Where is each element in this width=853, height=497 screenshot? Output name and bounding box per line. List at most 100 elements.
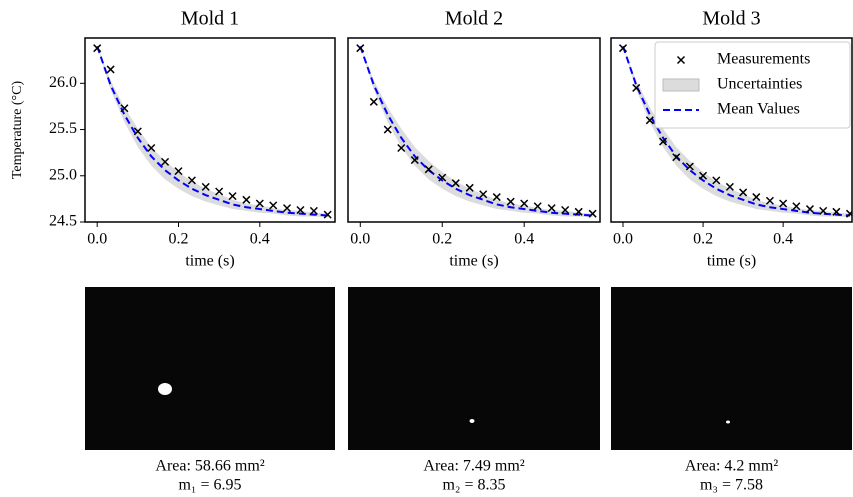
measurement-marker <box>752 193 761 202</box>
measurement-marker <box>215 187 224 196</box>
measurement-marker <box>533 202 542 211</box>
measurement-marker <box>283 204 292 213</box>
measurement-marker <box>369 97 378 106</box>
measurement-marker <box>547 204 556 213</box>
mold-image <box>611 287 852 450</box>
image-mass-caption: m₁ = 6.95 <box>178 477 241 494</box>
measurement-marker <box>699 171 708 180</box>
legend-label: Uncertainties <box>717 76 802 93</box>
x-tick-label: 0.4 <box>514 231 534 248</box>
measurement-marker <box>574 207 583 216</box>
y-tick-label: 26.0 <box>49 74 77 91</box>
measurement-marker <box>451 179 460 188</box>
mold-spot <box>158 383 172 395</box>
plot-area <box>618 44 852 218</box>
mold-spot <box>726 420 730 424</box>
x-tick-label: 0.0 <box>87 231 107 248</box>
measurement-marker <box>93 44 102 53</box>
mean-line <box>96 45 328 217</box>
measurement-marker <box>588 209 597 218</box>
measurement-marker <box>242 195 251 204</box>
measurement-marker <box>465 183 474 192</box>
mold-image <box>348 287 600 450</box>
measurement-marker <box>323 210 332 219</box>
y-tick-label: 24.5 <box>49 213 77 230</box>
legend-patch <box>662 78 700 92</box>
chart-title: Mold 3 <box>702 8 760 30</box>
y-tick-label: 25.5 <box>49 120 77 137</box>
measurement-marker <box>492 193 501 202</box>
legend-label: Mean Values <box>717 101 800 118</box>
measurement-marker <box>805 205 814 214</box>
x-tick-label: 0.4 <box>250 231 270 248</box>
mold-image <box>85 287 335 450</box>
chart-title: Mold 1 <box>181 8 239 30</box>
mean-line <box>359 45 593 217</box>
measurement-marker <box>438 173 447 182</box>
plot-area <box>356 44 597 218</box>
measurement-marker <box>201 182 210 191</box>
measurement-marker <box>725 182 734 191</box>
measurement-marker <box>255 199 264 208</box>
measurement-marker <box>174 167 183 176</box>
measurement-marker <box>356 44 365 53</box>
x-axis-label: time (s) <box>185 253 234 270</box>
measurement-marker <box>147 143 156 153</box>
measurement-marker <box>133 127 142 136</box>
measurement-marker <box>779 199 788 208</box>
measurement-marker <box>561 205 570 215</box>
measurement-marker <box>269 201 278 210</box>
image-area-caption: Area: 4.2 mm² <box>685 458 778 475</box>
measurement-marker <box>410 156 419 165</box>
image-area-caption: Area: 7.49 mm² <box>423 458 524 475</box>
measurement-marker <box>832 207 841 216</box>
measurement-marker <box>296 205 305 215</box>
measurement-marker <box>520 199 529 208</box>
measurement-marker <box>383 125 392 134</box>
measurement-marker <box>672 153 681 162</box>
x-tick-label: 0.2 <box>432 231 452 248</box>
measurement-marker <box>424 165 433 174</box>
measurement-marker <box>228 192 237 201</box>
x-tick-label: 0.2 <box>168 231 188 248</box>
measurement-marker <box>739 188 748 197</box>
plot-area <box>93 44 332 219</box>
x-tick-label: 0.0 <box>350 231 370 248</box>
chart-title: Mold 2 <box>445 8 503 30</box>
legend-marker <box>676 55 686 65</box>
measurement-marker <box>120 104 129 113</box>
measurement-marker <box>106 65 115 74</box>
uncertainty-band <box>360 46 593 218</box>
measurement-marker <box>712 176 721 185</box>
x-axis-label: time (s) <box>449 253 498 270</box>
axes-frame <box>610 37 853 223</box>
measurement-marker <box>187 176 196 185</box>
measurement-marker <box>819 206 828 215</box>
measurement-marker <box>632 83 641 92</box>
mold-spot <box>469 419 475 423</box>
axes-frame <box>84 37 336 223</box>
y-tick-label: 25.0 <box>49 166 77 183</box>
measurement-marker <box>309 206 318 215</box>
legend-label: Measurements <box>717 51 810 68</box>
x-tick-label: 0.0 <box>613 231 633 248</box>
axes-frame <box>347 37 601 223</box>
uncertainty-band <box>97 46 328 218</box>
measurement-marker <box>645 116 654 125</box>
y-axis-label: Temperature (°C) <box>10 81 25 180</box>
measurement-marker <box>685 162 694 171</box>
image-mass-caption: m₃ = 7.58 <box>700 477 763 494</box>
x-tick-label: 0.4 <box>773 231 793 248</box>
x-tick-label: 0.2 <box>693 231 713 248</box>
measurement-marker <box>161 157 170 166</box>
measurement-marker <box>618 44 628 53</box>
legend-box <box>654 41 851 129</box>
measurement-marker <box>845 209 852 218</box>
measurement-marker <box>792 202 801 211</box>
image-mass-caption: m₂ = 8.35 <box>442 477 505 494</box>
measurement-marker <box>397 143 406 153</box>
measurement-marker <box>765 196 774 205</box>
measurement-marker <box>506 197 515 206</box>
measurement-marker <box>479 190 488 199</box>
